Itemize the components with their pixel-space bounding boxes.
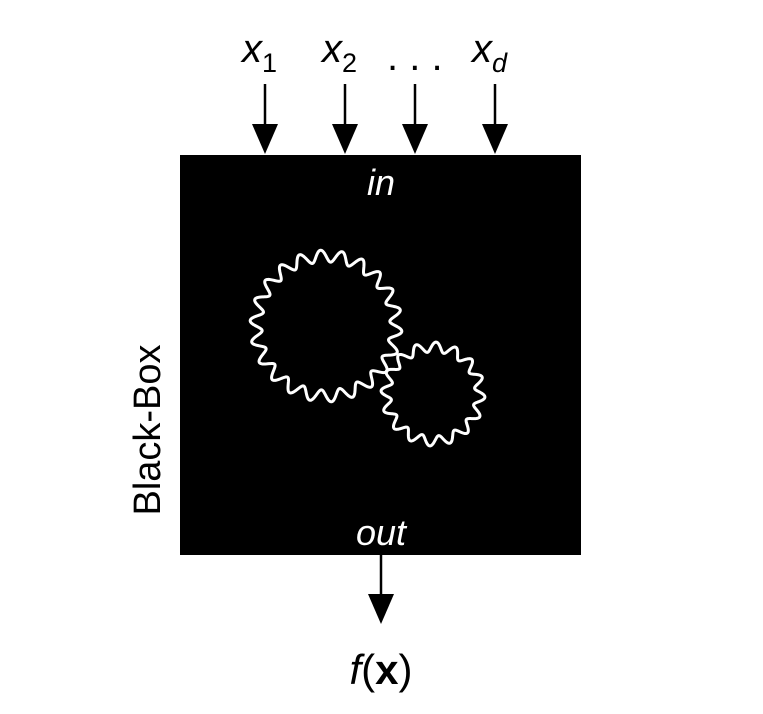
- input-label-x2: x2: [320, 27, 357, 78]
- output-arrow: [368, 555, 394, 624]
- black-box: [180, 155, 581, 555]
- input-arrow-2: [332, 84, 358, 154]
- input-ellipsis: . . .: [387, 35, 443, 79]
- output-open-paren: (: [361, 646, 375, 693]
- output-arg: x: [375, 646, 399, 693]
- input-arrow-ellipsis: [402, 84, 428, 154]
- input-x2-base: x: [320, 27, 344, 71]
- input-label-x1: x1: [240, 27, 277, 78]
- input-label-xd: xd: [470, 27, 508, 78]
- box-in-label: in: [367, 162, 395, 203]
- input-x2-sub: 2: [342, 48, 357, 78]
- small-gear-icon: [379, 340, 487, 448]
- input-arrow-1: [252, 84, 278, 154]
- output-close-paren: ): [399, 646, 413, 693]
- box-out-label: out: [356, 512, 408, 553]
- input-x1-base: x: [240, 27, 264, 71]
- large-gear-icon: [248, 248, 404, 404]
- input-arrow-d: [482, 84, 508, 154]
- input-xd-sub: d: [492, 48, 508, 78]
- black-box-side-label: Black-Box: [127, 344, 169, 515]
- input-xd-base: x: [470, 27, 494, 71]
- input-x1-sub: 1: [262, 48, 277, 78]
- output-label: f(x): [349, 646, 412, 693]
